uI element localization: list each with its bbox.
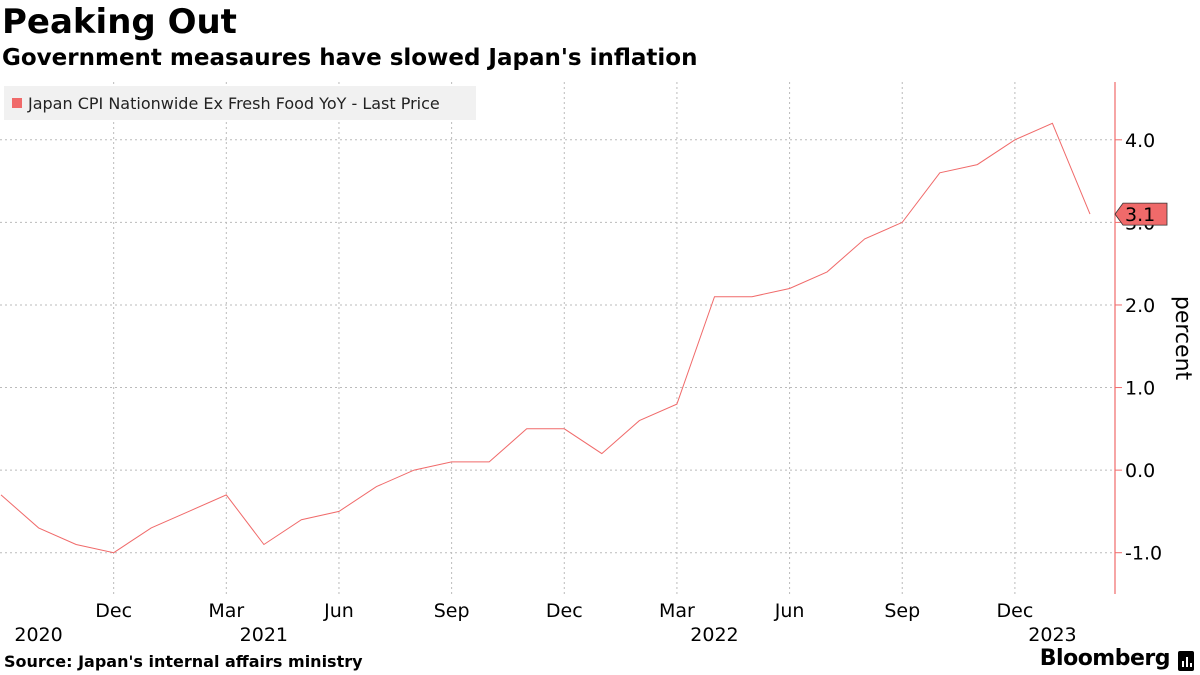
y-tick-label: 0.0: [1125, 460, 1155, 482]
brand-logo: Bloomberg: [1039, 646, 1171, 671]
legend-label: Japan CPI Nationwide Ex Fresh Food YoY -…: [28, 93, 440, 113]
series-line: [0, 122, 1091, 554]
source-note: Source: Japan's internal affairs ministr…: [4, 652, 363, 671]
last-value-tag: [1114, 202, 1168, 226]
chart-legend: Japan CPI Nationwide Ex Fresh Food YoY -…: [4, 86, 476, 120]
chart-subtitle: Government measaures have slowed Japan's…: [2, 45, 698, 71]
x-tick-label: Dec: [997, 600, 1034, 622]
last-value-label: 3.1: [1125, 204, 1155, 226]
y-tick-label: 1.0: [1125, 378, 1155, 400]
y-tick-label: 2.0: [1125, 295, 1155, 317]
x-tick-label: Jun: [323, 600, 354, 622]
x-year-label: 2022: [690, 624, 738, 646]
bloomberg-terminal-icon: [1178, 651, 1194, 671]
chart-title: Peaking Out: [2, 2, 237, 42]
y-axis-label: percent: [1170, 296, 1195, 381]
x-year-label: 2021: [240, 624, 288, 646]
y-tick-label: -1.0: [1125, 543, 1162, 565]
x-tick-label: Mar: [659, 600, 695, 622]
x-year-label: 2023: [1028, 624, 1076, 646]
y-tick-label: 4.0: [1125, 130, 1155, 152]
x-tick-label: Jun: [774, 600, 805, 622]
x-tick-label: Sep: [434, 600, 470, 622]
x-tick-label: Mar: [208, 600, 244, 622]
x-year-label: 2020: [14, 624, 62, 646]
legend-swatch: [12, 98, 22, 108]
x-tick-label: Dec: [95, 600, 132, 622]
x-tick-label: Sep: [884, 600, 920, 622]
x-tick-label: Dec: [546, 600, 583, 622]
